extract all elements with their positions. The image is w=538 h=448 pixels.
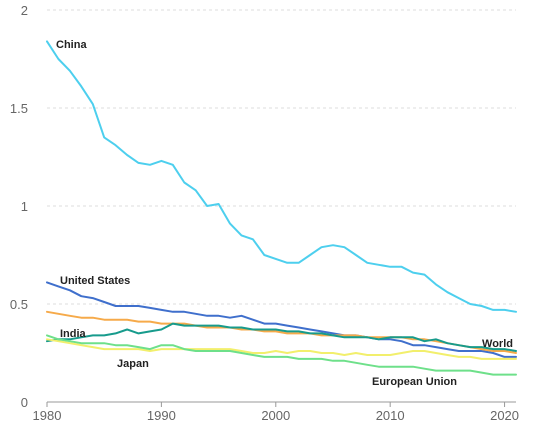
series-label-european-union: European Union <box>372 376 457 388</box>
y-tick-label: 0.5 <box>10 297 28 312</box>
x-tick-label: 2010 <box>376 408 405 423</box>
y-tick-label: 1.5 <box>10 101 28 116</box>
grid-lines <box>47 9 516 305</box>
series-label-india: India <box>60 328 87 340</box>
y-tick-label: 1 <box>21 199 28 214</box>
axes: 0 0.5 1 1.5 2 1980 1990 2000 2010 2020 <box>10 3 519 423</box>
series-line-european-union <box>46 334 517 376</box>
series-label-united-states: United States <box>60 275 130 287</box>
series-line-world <box>46 322 517 352</box>
x-tick-label: 2020 <box>490 408 519 423</box>
series-labels: China United States India World Japan Europea… <box>56 39 513 388</box>
series-label-japan: Japan <box>117 358 149 370</box>
x-tick-label: 1990 <box>147 408 176 423</box>
series-lines <box>46 40 517 376</box>
x-tick-label: 1980 <box>33 408 62 423</box>
series-line-japan <box>46 338 517 360</box>
y-tick-label: 2 <box>21 3 28 18</box>
series-line-united-states <box>46 281 517 358</box>
series-label-world: World <box>482 338 513 350</box>
series-line-china <box>46 40 517 313</box>
y-tick-label: 0 <box>21 395 28 410</box>
series-label-china: China <box>56 39 87 51</box>
series-line-india <box>46 310 517 354</box>
x-tick-label: 2000 <box>261 408 290 423</box>
